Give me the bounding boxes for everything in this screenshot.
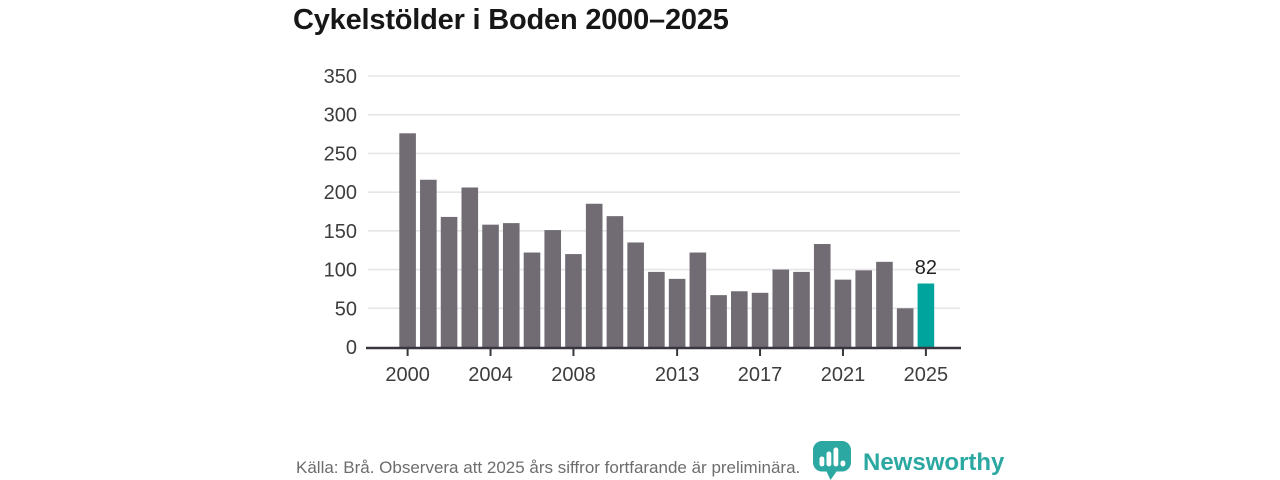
- source-note: Källa: Brå. Observera att 2025 års siffr…: [296, 458, 801, 477]
- y-tick-label-100: 100: [324, 260, 357, 282]
- bar-2009: [585, 203, 603, 347]
- bar-2024: [896, 308, 914, 347]
- x-tick-label-2013: 2013: [655, 364, 700, 386]
- bar-2025: [917, 283, 935, 347]
- bar-2001: [420, 179, 437, 347]
- bar-2012: [648, 271, 665, 347]
- y-tick-label-250: 250: [324, 143, 357, 165]
- bar-2019: [793, 271, 810, 347]
- y-tick-label-350: 350: [324, 66, 357, 88]
- bar-2005: [502, 223, 520, 347]
- bar-2018: [772, 269, 790, 347]
- y-tick-label-300: 300: [324, 105, 357, 127]
- y-tick-label-50: 50: [335, 298, 357, 320]
- bar-2017: [751, 292, 769, 347]
- bar-2000: [399, 133, 416, 347]
- bar-2008: [565, 254, 582, 347]
- bar-2011: [627, 242, 644, 347]
- bar-chart: 0 50 100 150 200 250 300 350 2000 2004 2008 2013 201…: [324, 66, 961, 386]
- x-tick-label-2017: 2017: [738, 364, 783, 386]
- x-tick-label-2000: 2000: [385, 364, 430, 386]
- y-tick-label-150: 150: [324, 221, 357, 243]
- bar-2016: [731, 291, 748, 347]
- newsworthy-pin-barchart-icon: [813, 441, 851, 480]
- bar-2015: [710, 295, 727, 347]
- bar-2010: [606, 216, 624, 347]
- y-tick-label-0: 0: [346, 337, 357, 359]
- newsworthy-logo-text: Newsworthy: [863, 449, 1005, 476]
- bar-2014: [689, 252, 707, 347]
- bar-2020: [813, 244, 831, 347]
- chart-title: Cykelstölder i Boden 2000–2025: [293, 4, 729, 36]
- y-tick-label-200: 200: [324, 182, 357, 204]
- bar-2003: [461, 187, 479, 347]
- bar-2021: [834, 279, 852, 347]
- bar-2004: [482, 224, 499, 347]
- newsworthy-logo[interactable]: Newsworthy: [813, 440, 1005, 480]
- x-tick-label-2004: 2004: [468, 364, 513, 386]
- bar-2013: [668, 278, 686, 347]
- bar-2006: [523, 252, 541, 347]
- bar-2002: [440, 216, 458, 347]
- x-tick-label-2025: 2025: [904, 364, 949, 386]
- bar-2007: [544, 230, 562, 347]
- bar-2023: [876, 261, 893, 347]
- highlight-value-label: 82: [915, 257, 937, 279]
- x-tick-label-2008: 2008: [551, 364, 596, 386]
- bar-2022: [855, 270, 873, 347]
- x-tick-label-2021: 2021: [821, 364, 866, 386]
